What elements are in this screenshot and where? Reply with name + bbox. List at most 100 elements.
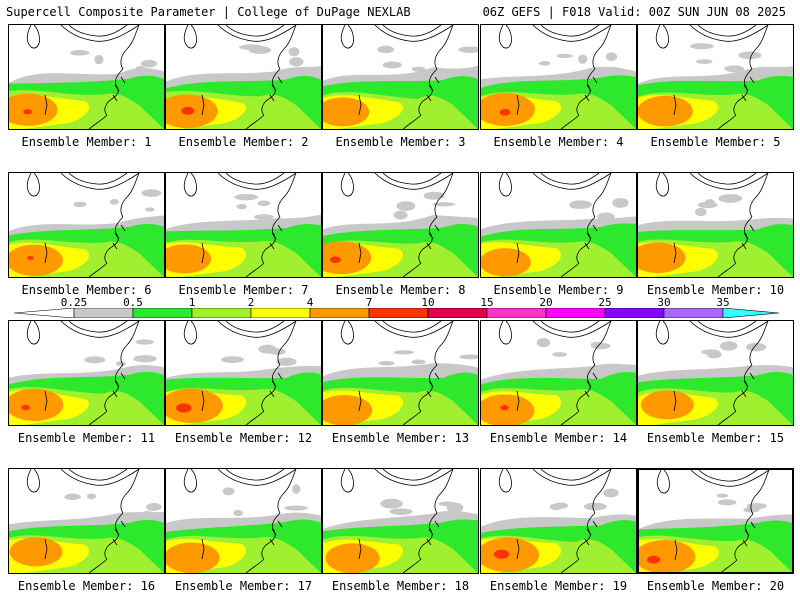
field-orange: [9, 93, 58, 126]
coastline: [245, 262, 265, 277]
ensemble-member-map[interactable]: [480, 172, 637, 278]
field-speck: [583, 502, 607, 511]
coastline: [592, 321, 612, 366]
coastline: [26, 469, 40, 493]
coastline: [68, 25, 128, 37]
coastline: [225, 321, 285, 333]
legend-segment: [545, 308, 606, 318]
coastline: [358, 538, 362, 560]
legend-segment: [191, 308, 252, 318]
coastline: [245, 558, 265, 573]
coastline: [261, 512, 281, 560]
ensemble-member-map[interactable]: [637, 468, 794, 574]
field-red: [500, 405, 509, 411]
coastline: [717, 262, 737, 277]
ensemble-member-map[interactable]: [8, 24, 165, 130]
coastline: [269, 224, 283, 250]
legend-colorbar: [14, 308, 780, 318]
member-caption: Ensemble Member: 20: [646, 579, 785, 593]
field-speck: [233, 509, 244, 517]
field-speck: [64, 493, 81, 501]
field-speck: [612, 197, 629, 208]
member-caption: Ensemble Member: 5: [650, 135, 781, 149]
coastline: [418, 216, 438, 264]
ensemble-member-map[interactable]: [637, 24, 794, 130]
ensemble-member-map[interactable]: [322, 468, 479, 574]
coastline: [733, 364, 753, 412]
coastline: [655, 173, 669, 197]
field-red: [21, 404, 31, 411]
coastline: [225, 173, 285, 185]
coastline: [382, 173, 442, 185]
ensemble-member-map[interactable]: [322, 320, 479, 426]
coastline: [402, 410, 422, 425]
coastline: [673, 94, 677, 116]
field-speck: [718, 194, 743, 203]
field-speck: [248, 46, 272, 54]
coastline: [689, 173, 769, 190]
field-speck: [603, 488, 619, 498]
member-caption: Ensemble Member: 16: [17, 579, 156, 593]
field-speck: [716, 493, 729, 498]
coastline: [733, 68, 753, 116]
coastline: [60, 469, 140, 486]
map-plot: [166, 173, 321, 277]
field-orange: [9, 244, 63, 276]
ensemble-member-map[interactable]: [8, 172, 165, 278]
field-orange: [323, 394, 373, 425]
ensemble-member-map[interactable]: [8, 468, 165, 574]
field-speck: [86, 493, 97, 500]
field-speck: [746, 342, 767, 352]
ensemble-member-map[interactable]: [165, 24, 322, 130]
coastline: [269, 520, 283, 546]
field-speck: [292, 484, 301, 494]
ensemble-member-map[interactable]: [480, 24, 637, 130]
ensemble-member-map[interactable]: [637, 172, 794, 278]
coastline: [720, 559, 738, 572]
field-orange: [166, 388, 223, 423]
field-speck: [597, 212, 615, 221]
ensemble-member-map[interactable]: [480, 468, 637, 574]
field-speck: [411, 359, 427, 365]
field-speck: [569, 200, 593, 209]
field-speck: [268, 348, 286, 355]
ensemble-member-map[interactable]: [322, 24, 479, 130]
coastline: [269, 372, 283, 398]
map-plot: [638, 25, 793, 129]
coastline: [584, 224, 598, 250]
coastline: [689, 25, 769, 42]
ensemble-member-map[interactable]: [8, 320, 165, 426]
field-speck: [142, 510, 153, 516]
ensemble-member-map[interactable]: [165, 172, 322, 278]
field-speck: [84, 356, 106, 364]
field-speck: [720, 341, 738, 351]
ensemble-member-map[interactable]: [165, 320, 322, 426]
coastline: [374, 25, 454, 42]
member-caption: Ensemble Member: 3: [335, 135, 466, 149]
ensemble-member-map[interactable]: [322, 172, 479, 278]
coastline: [120, 469, 140, 514]
coastline: [698, 470, 758, 482]
coastline: [269, 76, 283, 102]
map-plot: [639, 470, 792, 572]
legend-segment: [604, 308, 665, 318]
map-plot: [481, 25, 636, 129]
coastline: [261, 68, 281, 116]
coastline: [88, 114, 108, 129]
ensemble-member-map[interactable]: [165, 468, 322, 574]
member-caption: Ensemble Member: 14: [489, 431, 628, 445]
coastline: [434, 321, 454, 366]
coastline: [217, 469, 297, 486]
coastline: [516, 538, 520, 560]
member-caption: Ensemble Member: 8: [335, 283, 466, 297]
field-orange: [640, 390, 694, 420]
ensemble-member-map[interactable]: [637, 320, 794, 426]
ensemble-member-map[interactable]: [480, 320, 637, 426]
field-speck: [393, 350, 415, 355]
coastline: [742, 521, 756, 547]
coastline: [516, 94, 520, 116]
coastline: [434, 173, 454, 218]
coastline: [402, 262, 422, 277]
coastline: [183, 321, 197, 345]
coastline: [112, 76, 126, 102]
